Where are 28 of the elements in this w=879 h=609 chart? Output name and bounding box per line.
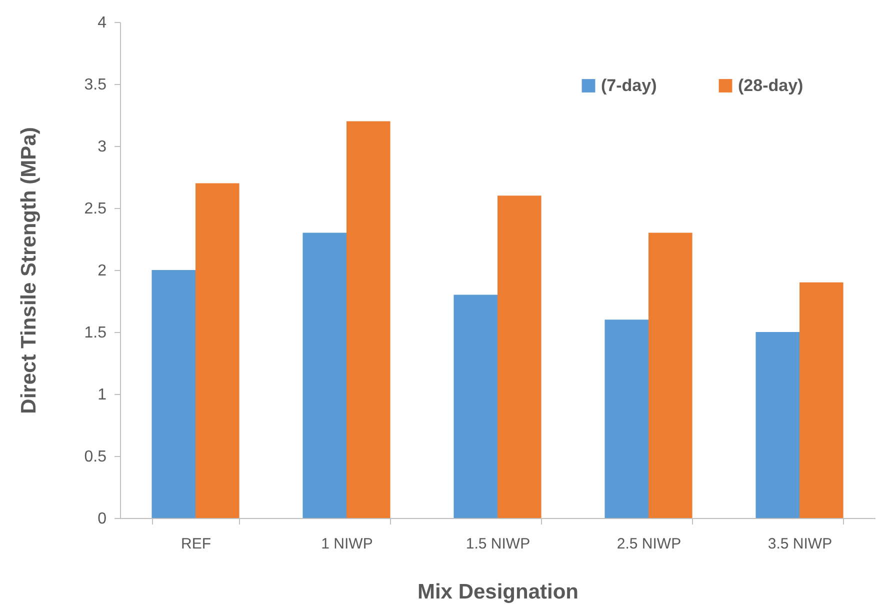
- bar: [604, 320, 648, 518]
- x-tick-label: REF: [181, 536, 211, 552]
- bar: [346, 121, 390, 518]
- bar: [454, 294, 498, 518]
- y-tick-label: 4: [98, 14, 107, 32]
- bar: [196, 183, 240, 518]
- bar: [498, 196, 542, 518]
- y-tick-label: 3: [98, 138, 107, 156]
- x-tick-label: 2.5 NIWP: [616, 536, 682, 552]
- x-axis-title: Mix Designation: [417, 580, 579, 604]
- y-axis-title: Direct Tinsile Strength (MPa): [17, 127, 40, 414]
- legend-label: (28-day): [738, 76, 804, 95]
- y-tick-label: 1: [98, 386, 107, 404]
- bar: [800, 282, 844, 518]
- y-tick-label: 1.5: [84, 324, 107, 342]
- bar: [648, 232, 692, 518]
- y-tick-label: 2.5: [84, 200, 107, 218]
- x-tick-label: 1 NIWP: [321, 536, 373, 552]
- legend-label: (7-day): [601, 76, 657, 95]
- x-tick-label: 3.5 NIWP: [768, 536, 832, 552]
- bar: [152, 270, 196, 518]
- bar: [302, 232, 346, 518]
- y-tick-label: 2: [98, 262, 107, 280]
- y-tick-label: 0.5: [84, 448, 107, 466]
- x-tick-label: 1.5 NIWP: [466, 536, 530, 552]
- y-tick-label: 0: [98, 510, 107, 528]
- y-tick-label: 3.5: [84, 76, 107, 94]
- bar: [756, 332, 800, 518]
